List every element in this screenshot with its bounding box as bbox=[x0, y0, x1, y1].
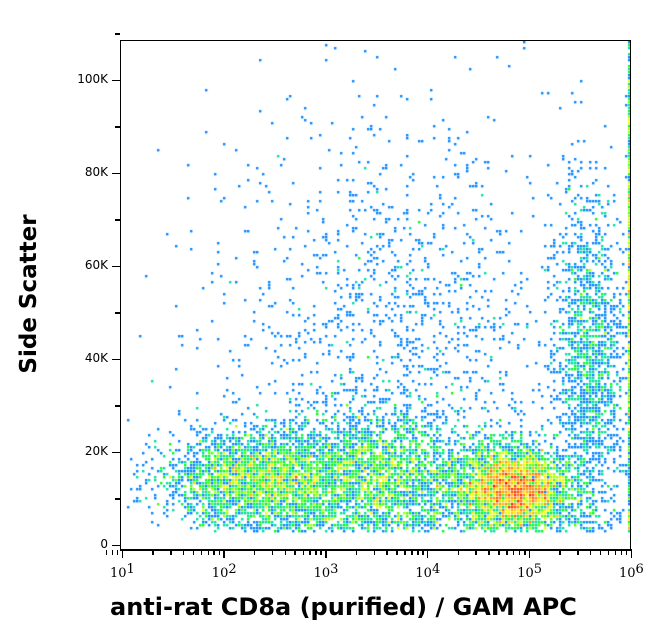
x-minor-tick bbox=[315, 550, 317, 555]
x-major-tick bbox=[223, 550, 225, 558]
x-minor-tick bbox=[577, 550, 579, 555]
x-tick-label: 104 bbox=[415, 562, 441, 581]
y-minor-tick bbox=[115, 126, 120, 128]
x-minor-tick bbox=[475, 550, 477, 555]
x-tick-label: 102 bbox=[211, 562, 237, 581]
x-minor-tick bbox=[182, 550, 185, 555]
x-tick-label: 101 bbox=[110, 562, 135, 581]
x-minor-tick bbox=[116, 550, 119, 555]
x-tick-label: 106 bbox=[619, 562, 644, 581]
x-minor-tick bbox=[512, 550, 515, 555]
density-plot-area bbox=[121, 41, 630, 548]
x-major-tick bbox=[528, 550, 531, 558]
y-minor-tick bbox=[115, 219, 120, 221]
x-minor-tick bbox=[524, 550, 526, 555]
y-major-tick bbox=[112, 265, 120, 267]
y-minor-tick bbox=[115, 405, 120, 407]
x-minor-tick bbox=[589, 550, 592, 555]
x-minor-tick bbox=[213, 550, 215, 555]
x-axis-title: anti-rat CD8a (purified) / GAM APC bbox=[110, 593, 577, 621]
x-minor-tick bbox=[170, 550, 172, 555]
y-major-tick bbox=[112, 544, 120, 546]
y-major-tick bbox=[112, 79, 120, 81]
y-tick-label: 60K bbox=[84, 258, 108, 272]
x-minor-tick bbox=[320, 550, 322, 555]
x-minor-tick bbox=[355, 550, 358, 555]
x-minor-tick bbox=[200, 550, 203, 555]
x-minor-tick bbox=[386, 550, 388, 555]
x-minor-tick bbox=[105, 550, 108, 555]
x-major-tick bbox=[426, 550, 429, 558]
x-minor-tick bbox=[625, 550, 628, 555]
x-major-tick bbox=[325, 550, 327, 558]
x-tick-label: 103 bbox=[313, 562, 339, 581]
x-minor-tick bbox=[614, 550, 617, 555]
x-minor-tick bbox=[457, 550, 460, 555]
y-tick-label: 20K bbox=[84, 444, 108, 458]
x-minor-tick bbox=[518, 550, 521, 555]
x-major-tick bbox=[121, 550, 123, 558]
plot-frame bbox=[120, 40, 631, 549]
x-minor-tick bbox=[404, 550, 406, 555]
x-minor-tick bbox=[607, 550, 610, 555]
x-minor-tick bbox=[488, 550, 490, 555]
y-major-tick bbox=[112, 172, 120, 174]
x-minor-tick bbox=[620, 550, 623, 555]
x-major-tick bbox=[630, 550, 632, 558]
y-axis-title: Side Scatter bbox=[16, 214, 42, 374]
y-minor-tick bbox=[115, 33, 120, 35]
x-tick-label: 105 bbox=[517, 562, 543, 581]
x-minor-tick bbox=[559, 550, 561, 555]
x-minor-tick bbox=[422, 550, 424, 555]
x-minor-tick bbox=[294, 550, 296, 555]
x-minor-tick bbox=[253, 550, 256, 555]
y-tick-label: 40K bbox=[84, 351, 108, 365]
x-minor-tick bbox=[417, 550, 419, 555]
y-major-tick bbox=[112, 358, 120, 360]
y-minor-tick bbox=[115, 498, 120, 500]
x-minor-tick bbox=[284, 550, 287, 555]
x-minor-tick bbox=[152, 550, 154, 555]
x-minor-tick bbox=[599, 550, 602, 555]
y-tick-label: 0 bbox=[100, 537, 108, 551]
y-major-tick bbox=[112, 451, 120, 453]
x-minor-tick bbox=[506, 550, 508, 555]
x-minor-tick bbox=[207, 550, 210, 555]
x-minor-tick bbox=[192, 550, 195, 555]
x-minor-tick bbox=[271, 550, 274, 555]
y-minor-tick bbox=[115, 312, 120, 314]
x-minor-tick bbox=[309, 550, 311, 555]
x-minor-tick bbox=[218, 550, 221, 555]
x-minor-tick bbox=[498, 550, 500, 555]
x-minor-tick bbox=[411, 550, 413, 555]
x-minor-tick bbox=[302, 550, 305, 555]
x-minor-tick bbox=[396, 550, 398, 555]
x-minor-tick bbox=[111, 550, 114, 555]
y-tick-label: 80K bbox=[84, 165, 108, 179]
x-axis bbox=[120, 549, 632, 551]
x-minor-tick bbox=[373, 550, 376, 555]
y-tick-label: 100K bbox=[77, 72, 108, 86]
